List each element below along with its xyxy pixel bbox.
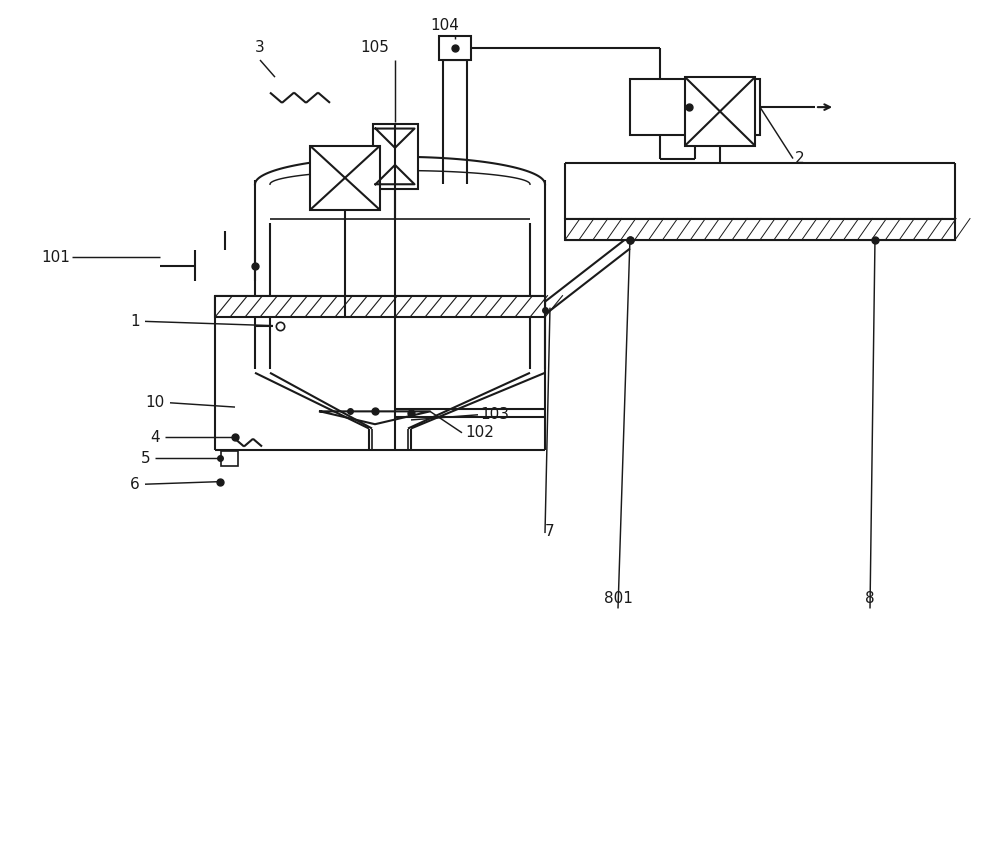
- Text: 6: 6: [130, 476, 140, 492]
- Text: 105: 105: [361, 39, 389, 55]
- Text: 5: 5: [140, 451, 150, 466]
- Bar: [630, 80, 760, 135]
- Bar: [439, 36, 471, 60]
- Text: 1: 1: [130, 314, 140, 329]
- Text: 801: 801: [604, 590, 632, 606]
- Text: 8: 8: [865, 590, 875, 606]
- Text: 102: 102: [465, 425, 494, 440]
- Text: 2: 2: [795, 151, 805, 166]
- Text: 7: 7: [545, 524, 555, 539]
- Text: 104: 104: [431, 18, 459, 33]
- Bar: [565, 219, 955, 240]
- Text: 103: 103: [480, 407, 509, 423]
- Text: 3: 3: [255, 39, 265, 55]
- Text: 10: 10: [146, 395, 165, 411]
- Text: 101: 101: [41, 249, 70, 265]
- Text: 4: 4: [150, 429, 160, 445]
- Bar: [215, 296, 545, 317]
- Bar: [310, 146, 380, 210]
- Bar: [372, 124, 418, 189]
- Bar: [685, 77, 755, 146]
- Bar: [221, 451, 238, 466]
